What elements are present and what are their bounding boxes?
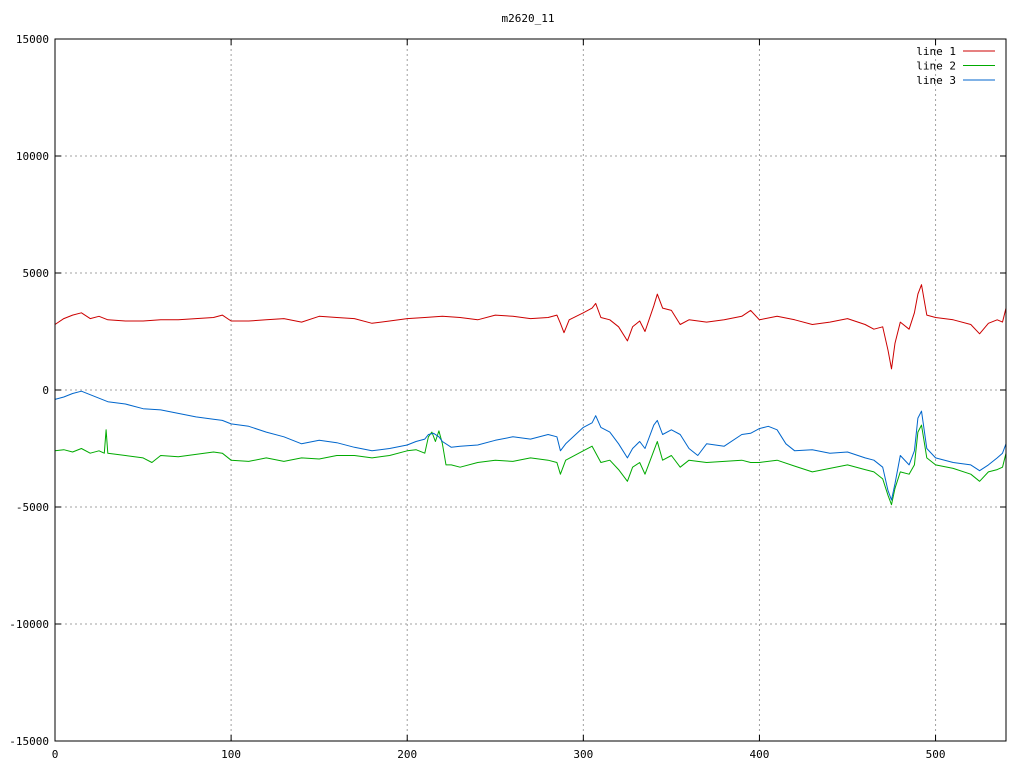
legend-label: line 2: [916, 60, 956, 73]
grid: [55, 39, 1006, 741]
y-tick-label: 10000: [16, 150, 49, 163]
series-line-1: [54, 284, 1007, 370]
y-tick-label: -10000: [9, 618, 49, 631]
x-tick-label: 400: [750, 748, 770, 761]
x-tick-label: 0: [52, 748, 59, 761]
x-tick-label: 200: [397, 748, 417, 761]
series-group: [54, 284, 1007, 506]
y-tick-label: -5000: [16, 501, 49, 514]
legend-label: line 3: [916, 74, 956, 87]
y-tick-label: 0: [42, 384, 49, 397]
x-tick-label: 500: [926, 748, 946, 761]
x-axis-ticks: 0 100 200 300 400 500: [52, 39, 946, 761]
y-axis-ticks: -15000 -10000 -5000 0 5000 10000 15000: [9, 33, 1006, 748]
series-line-2: [54, 424, 1007, 506]
y-tick-label: 15000: [16, 33, 49, 46]
chart-title: m2620_11: [502, 12, 555, 25]
legend-label: line 1: [916, 45, 956, 58]
x-tick-label: 300: [573, 748, 593, 761]
y-tick-label: -15000: [9, 735, 49, 748]
x-tick-label: 100: [221, 748, 241, 761]
series-line-3: [54, 390, 1007, 501]
y-tick-label: 5000: [23, 267, 50, 280]
